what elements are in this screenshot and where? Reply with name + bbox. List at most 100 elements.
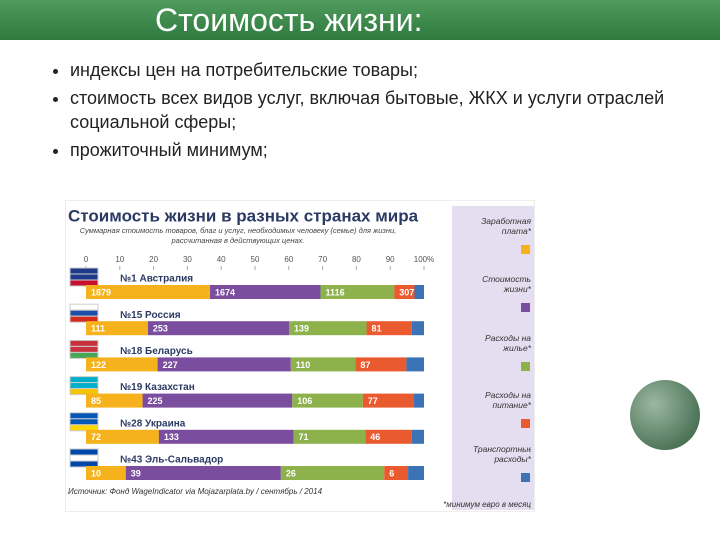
legend-swatch	[521, 419, 530, 428]
x-tick-label: 20	[149, 255, 158, 264]
chart-title: Стоимость жизни в разных странах мира	[68, 206, 419, 225]
bullet: прожиточный минимум;	[70, 138, 690, 162]
flag	[69, 279, 99, 287]
data-label: 227	[163, 360, 178, 370]
bar-segment	[86, 321, 148, 336]
legend-box: Расходы на жилье*	[484, 333, 531, 353]
bar-segment	[158, 429, 294, 444]
data-label: 6	[389, 468, 394, 478]
legend-swatch	[521, 473, 530, 482]
x-tick-label: 0	[84, 255, 89, 264]
x-tick-label: 10	[115, 255, 124, 264]
bar-segment	[142, 393, 293, 408]
flag	[69, 273, 99, 281]
data-label: 122	[91, 360, 106, 370]
bullet-list: индексы цен на потребительские товары; с…	[44, 58, 690, 166]
bar-segment	[125, 466, 281, 480]
bar-segment	[290, 357, 356, 372]
x-tick-label: 60	[284, 255, 293, 264]
data-label: 85	[91, 396, 101, 406]
data-label: 26	[286, 468, 296, 478]
flag	[69, 309, 99, 317]
flag	[69, 460, 99, 468]
x-tick-label: 40	[217, 255, 226, 264]
flag	[69, 388, 99, 396]
source: Источник: Фонд WageIndicator via Mojazar…	[68, 487, 323, 496]
flag	[69, 315, 99, 323]
category-label: №15 Россия	[120, 310, 181, 321]
bar-segment	[86, 285, 211, 299]
data-label: 87	[360, 360, 370, 370]
bar-segment	[86, 357, 158, 372]
bar-segment	[86, 429, 159, 444]
bar-segment	[355, 357, 407, 372]
bar-segment	[157, 357, 291, 372]
legend-label: Расходы на питание*	[484, 390, 531, 410]
data-label: 1116	[326, 287, 345, 297]
bar-segment	[280, 466, 385, 480]
bar-segment	[86, 466, 126, 480]
legend-swatch	[521, 245, 530, 254]
legend-panel	[452, 206, 534, 510]
legend-swatch	[521, 303, 530, 312]
bar-segment	[408, 466, 424, 480]
bar-segment	[292, 393, 363, 408]
category-label: №19 Казахстан	[120, 382, 195, 393]
data-label: 106	[297, 396, 312, 406]
category-label: №43 Эль-Сальвадор	[120, 455, 223, 466]
data-label: 225	[148, 396, 163, 406]
data-label: 10	[91, 468, 101, 478]
flag	[69, 418, 99, 426]
legend-box: Расходы на питание*	[484, 390, 531, 410]
data-label: 253	[153, 324, 168, 334]
x-tick-label: 90	[386, 255, 395, 264]
flag	[69, 303, 99, 311]
bar-segment	[414, 393, 424, 408]
bullet: индексы цен на потребительские товары;	[70, 58, 690, 82]
header: Стоимость жизни:	[0, 0, 720, 40]
category-label: №28 Украина	[120, 418, 186, 429]
subtitle-box: Суммарная стоимость товаров, благ и услу…	[79, 226, 397, 245]
data-label: 71	[298, 432, 308, 442]
bar-segment	[293, 429, 366, 444]
legend-label: Расходы на жилье*	[484, 333, 531, 353]
legend-label: Стоимость жизни*	[482, 274, 531, 294]
category-label: №18 Беларусь	[120, 346, 193, 357]
x-tick-label: 30	[183, 255, 192, 264]
flag	[69, 412, 99, 420]
flag	[69, 351, 99, 359]
chart: Стоимость жизни в разных странах мира Ис…	[65, 200, 535, 512]
legend-label: Транспортные расходы*	[473, 444, 531, 464]
x-tick-label: 70	[318, 255, 327, 264]
data-label: 1674	[215, 287, 235, 297]
bar-segment	[147, 321, 290, 336]
x-tick-label: 80	[352, 255, 361, 264]
bar-segment	[406, 357, 424, 372]
legend-box: Стоимость жизни*	[482, 274, 531, 294]
flag	[69, 448, 99, 456]
bullet: стоимость всех видов услуг, включая быто…	[70, 86, 690, 134]
bar-segment	[394, 285, 415, 299]
data-label: 72	[91, 432, 101, 442]
flag	[69, 382, 99, 390]
flag	[69, 424, 99, 432]
category-label: №1 Австралия	[120, 274, 193, 285]
bar-segment	[362, 393, 415, 408]
legend-box: Транспортные расходы*	[473, 444, 531, 464]
flag	[69, 267, 99, 275]
data-label: 81	[372, 324, 382, 334]
bar-segment	[86, 393, 143, 408]
data-label: 133	[164, 432, 179, 442]
x-tick-label: 100%	[414, 255, 434, 264]
data-label: 139	[294, 324, 309, 334]
subtitle: Суммарная стоимость товаров, благ и услу…	[79, 226, 397, 245]
data-label: 111	[91, 324, 105, 334]
bar-segment	[210, 285, 321, 299]
bar-segment	[411, 321, 424, 336]
slide-title: Стоимость жизни:	[155, 2, 423, 38]
legend-swatch	[521, 362, 530, 371]
data-label: 77	[368, 396, 378, 406]
flag	[69, 339, 99, 347]
note: *минимум евро в месяц	[443, 500, 531, 509]
